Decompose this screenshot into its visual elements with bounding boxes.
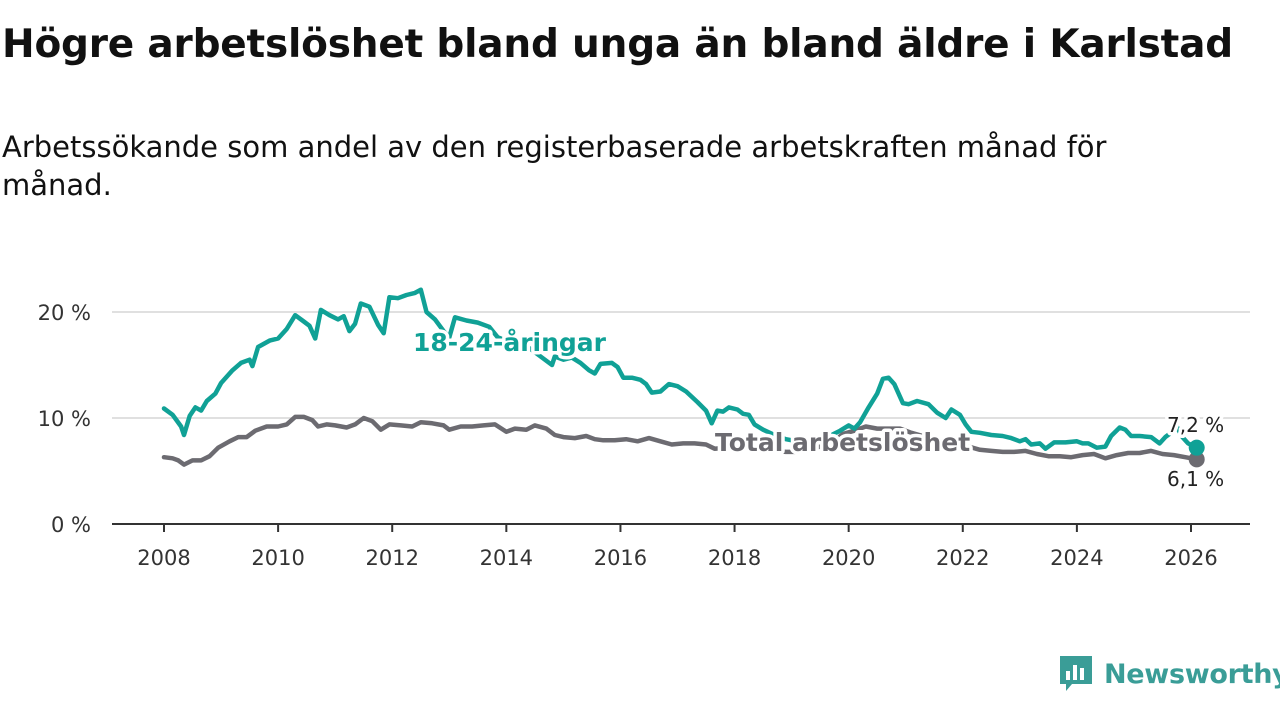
x-tick-label: 2024 — [1050, 546, 1103, 570]
series-layer — [161, 287, 1205, 468]
x-tick-label: 2022 — [936, 546, 989, 570]
label-layer: 18-24-åringar Total arbetslöshet 7,2 % 6,1 … — [410, 325, 1228, 495]
y-tick-label: 20 % — [38, 301, 91, 325]
end-value-youth: 7,2 % — [1167, 413, 1224, 437]
x-tick-label: 2016 — [594, 546, 647, 570]
x-axis-ticks: 2008 2010 2012 2014 2016 2018 2020 2022 2024 2026 — [137, 524, 1218, 570]
end-point-total — [1188, 451, 1205, 468]
x-tick-label: 2008 — [137, 546, 190, 570]
y-tick-label: 10 % — [38, 407, 91, 431]
series-label-total: Total arbetslöshet — [715, 428, 970, 457]
end-value-total: 6,1 % — [1167, 467, 1224, 491]
x-tick-label: 2020 — [822, 546, 875, 570]
chart-subtitle: Arbetssökande som andel av den registerb… — [2, 130, 1107, 202]
y-axis-ticks: 0 % 10 % 20 % — [38, 301, 91, 537]
series-line-total — [161, 414, 1199, 467]
chart-title: Högre arbetslöshet bland unga än bland ä… — [2, 22, 1233, 67]
x-tick-label: 2014 — [480, 546, 533, 570]
series-label-youth: 18-24-åringar — [413, 328, 607, 357]
newsworthy-bar-chart-icon — [1060, 656, 1092, 691]
x-tick-label: 2026 — [1164, 546, 1217, 570]
x-tick-label: 2018 — [708, 546, 761, 570]
y-tick-label: 0 % — [51, 513, 91, 537]
gridlines — [112, 311, 1250, 419]
x-tick-label: 2010 — [251, 546, 304, 570]
end-point-youth — [1188, 439, 1205, 456]
line-chart: 2008 2010 2012 2014 2016 2018 2020 2022 2024 2026… — [38, 287, 1250, 570]
newsworthy-logo: Newsworthy — [1058, 654, 1280, 694]
brand-name: Newsworthy — [1104, 658, 1280, 690]
series-line-youth — [161, 287, 1199, 451]
x-tick-label: 2012 — [365, 546, 418, 570]
